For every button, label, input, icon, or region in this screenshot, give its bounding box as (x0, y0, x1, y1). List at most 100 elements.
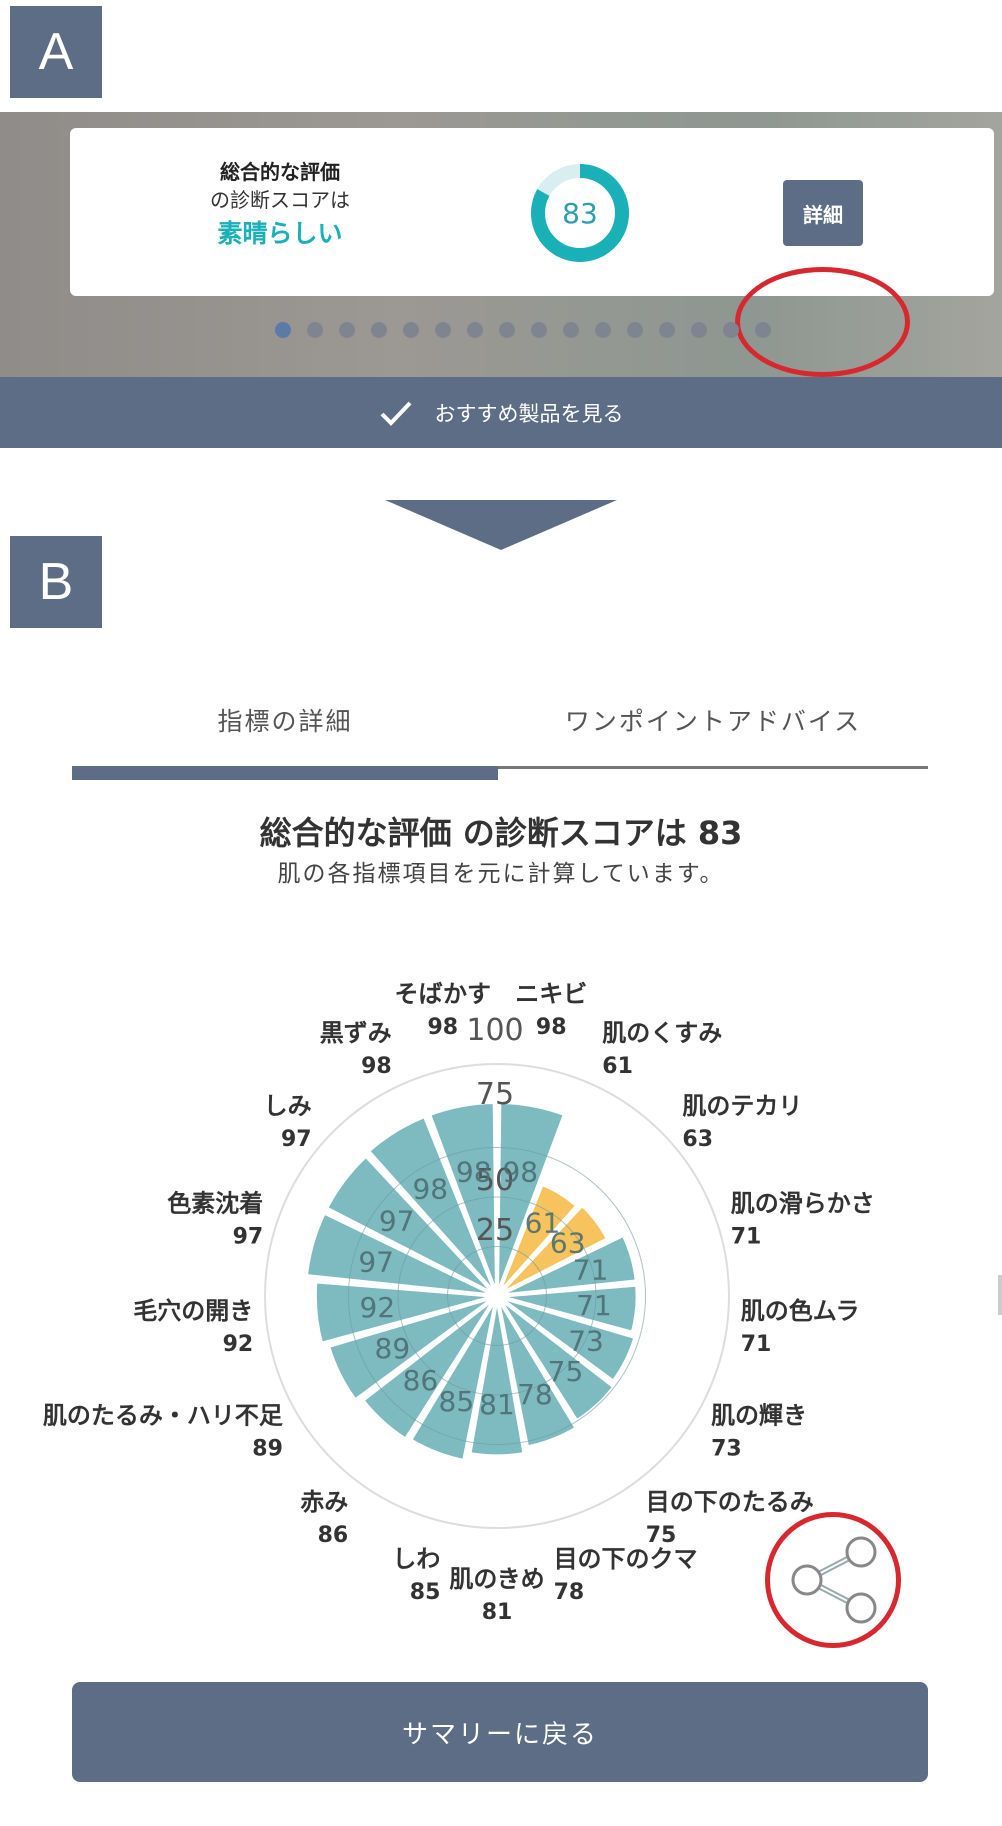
chart-category-value: 75 (646, 1523, 677, 1548)
summary-text: 総合的な評価 の診断スコアは 素晴らしい (70, 158, 490, 254)
chart-radial-tick: 25 (476, 1213, 514, 1248)
pagination-dot[interactable] (627, 322, 643, 338)
chart-category-value: 85 (410, 1580, 441, 1605)
chart-category-value: 71 (731, 1224, 762, 1249)
pagination-dot[interactable] (563, 322, 579, 338)
chart-category-label: 肌の色ムラ (741, 1297, 860, 1325)
score-value: 83 (562, 196, 598, 230)
chart-value-label: 73 (568, 1324, 604, 1357)
chart-bar (323, 1152, 499, 1298)
chart-category-value: 98 (427, 1015, 458, 1040)
chart-grid-circle (348, 1147, 646, 1445)
chart-category-value: 71 (741, 1332, 772, 1357)
chart-value-label: 71 (576, 1289, 612, 1322)
chart-bar (495, 1202, 611, 1298)
chart-category-value: 73 (711, 1436, 742, 1461)
chart-bar (495, 1294, 639, 1385)
pagination-dot[interactable] (691, 322, 707, 338)
chart-category-value: 98 (361, 1054, 392, 1079)
share-icon[interactable] (775, 1522, 891, 1638)
summary-rating: 素晴らしい (217, 219, 343, 248)
chart-value-label: 98 (456, 1155, 492, 1188)
chart-bar (495, 1181, 581, 1298)
chart-bar (496, 1232, 640, 1298)
tab-indicator-details[interactable]: 指標の詳細 (217, 707, 353, 736)
pagination-dot[interactable] (659, 322, 675, 338)
panel-b-label: B (10, 536, 102, 628)
chart-category-label: 目の下のクマ (554, 1545, 698, 1573)
chart-category-label: 目の下のたるみ (646, 1488, 814, 1516)
chart-category-label: ニキビ (515, 980, 587, 1008)
chart-value-label: 92 (360, 1291, 396, 1324)
chart-value-label: 98 (412, 1172, 448, 1205)
pagination-dot[interactable] (435, 322, 451, 338)
pagination-dot[interactable] (723, 322, 739, 338)
chart-category-label: 色素沈着 (167, 1189, 263, 1217)
pagination-dot[interactable] (275, 322, 291, 338)
chart-value-label: 63 (550, 1227, 586, 1260)
chart-category-label: 肌のたるみ・ハリ不足 (43, 1401, 283, 1429)
summary-carousel: 総合的な評価 の診断スコアは 素晴らしい 83 詳細 おすすめ製品を見る (0, 112, 1002, 448)
chart-category-value: 97 (281, 1127, 312, 1152)
detail-tabs: 指標の詳細 ワンポイントアドバイス (72, 690, 928, 785)
chart-category-value: 98 (536, 1015, 567, 1040)
chart-outer-ring (264, 1063, 730, 1529)
chart-category-label: 肌のくすみ (602, 1019, 722, 1047)
chart-bar (495, 1099, 568, 1297)
chart-center (485, 1284, 509, 1308)
chart-value-label: 85 (439, 1385, 475, 1418)
tab-one-point-advice[interactable]: ワンポイントアドバイス (564, 707, 862, 736)
chart-radial-tick: 100 (466, 1013, 523, 1048)
chart-value-label: 71 (573, 1253, 609, 1286)
chart-category-label: 赤み (300, 1488, 348, 1516)
chart-value-label: 89 (375, 1332, 411, 1365)
chart-bar (467, 1295, 527, 1459)
chart-category-label: 肌のテカリ (682, 1092, 802, 1120)
chart-value-label: 81 (479, 1388, 515, 1421)
pagination-dot[interactable] (403, 322, 419, 338)
chart-radial-tick: 50 (476, 1163, 514, 1198)
chart-category-value: 92 (223, 1332, 254, 1357)
chart-value-label: 61 (525, 1207, 561, 1240)
chart-bar (303, 1209, 498, 1298)
score-subtitle: 肌の各指標項目を元に計算しています。 (277, 861, 725, 887)
summary-heading: 総合的な評価 (220, 160, 340, 184)
highlight-circle-detail (735, 267, 910, 377)
pagination-dot[interactable] (499, 322, 515, 338)
pagination-dot[interactable] (755, 322, 771, 338)
tab-active-indicator (72, 766, 498, 780)
chart-category-label: 黒ずみ (320, 1019, 392, 1047)
score-title: 総合的な評価 の診断スコアは 83 (259, 814, 743, 852)
chart-value-label: 78 (517, 1378, 553, 1411)
pagination-dot[interactable] (531, 322, 547, 338)
chart-category-value: 97 (233, 1224, 264, 1249)
score-donut: 83 (525, 158, 635, 268)
chart-bar (496, 1282, 640, 1336)
chart-value-label: 97 (379, 1204, 415, 1237)
pagination-dot[interactable] (467, 322, 483, 338)
score-ring (531, 164, 629, 262)
chart-category-label: 肌の滑らかさ (731, 1189, 875, 1217)
recommend-products-button[interactable]: おすすめ製品を見る (0, 377, 1002, 448)
chart-category-label: しみ (264, 1092, 312, 1120)
pagination-dot[interactable] (371, 322, 387, 338)
detail-button[interactable]: 詳細 (783, 180, 863, 246)
pagination-dot[interactable] (339, 322, 355, 338)
chart-bar (495, 1294, 580, 1450)
chart-grid-circle (447, 1246, 547, 1346)
chart-category-label: そばかす (395, 980, 491, 1008)
carousel-pagination[interactable] (275, 322, 771, 338)
chart-value-label: 75 (548, 1355, 584, 1388)
back-to-summary-button[interactable]: サマリーに戻る (72, 1682, 928, 1782)
chart-category-label: 毛穴の開き (133, 1297, 253, 1325)
pagination-dot[interactable] (307, 322, 323, 338)
chart-category-value: 89 (252, 1436, 283, 1461)
pagination-dot[interactable] (595, 322, 611, 338)
chart-value-label: 86 (403, 1364, 439, 1397)
tab-divider (72, 766, 928, 769)
chart-category-label: 肌のきめ (449, 1565, 544, 1593)
recommend-products-label: おすすめ製品を見る (434, 401, 624, 426)
panel-a-label: A (10, 6, 102, 98)
summary-subheading: の診断スコアは (210, 188, 350, 212)
